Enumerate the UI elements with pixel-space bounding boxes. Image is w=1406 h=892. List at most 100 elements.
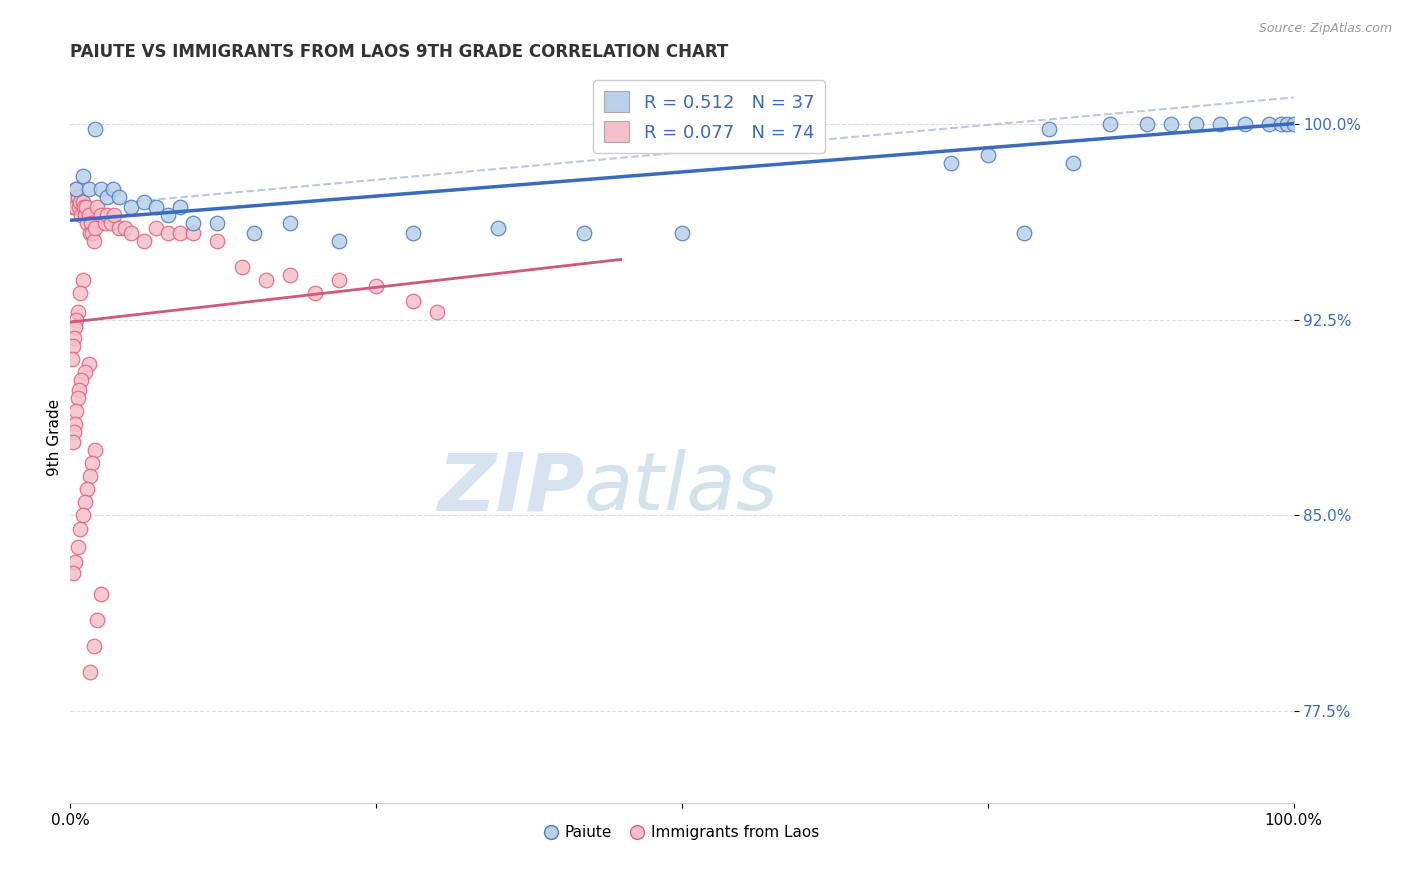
Point (69, 522, 91, 536)
Text: atlas: atlas (583, 450, 779, 527)
Point (90, 208, 112, 222)
Point (83, 443, 105, 458)
Point (132, 194, 155, 209)
Point (1258, 117, 1281, 131)
Point (76, 216, 98, 230)
Point (108, 190, 131, 204)
Point (60, 194, 83, 209)
Point (62, 566, 84, 580)
Point (572, 227, 595, 241)
Point (83, 234, 105, 248)
Point (169, 227, 191, 241)
Point (63, 417, 86, 431)
Point (63, 320, 86, 334)
Point (205, 234, 228, 248)
Point (254, 273, 277, 287)
Point (90, 182, 112, 196)
Point (132, 234, 155, 248)
Point (1282, 117, 1305, 131)
Point (63, 200, 86, 214)
Point (108, 221, 131, 235)
Point (1270, 117, 1292, 131)
Point (66, 391, 89, 405)
Point (157, 227, 180, 241)
Point (73, 495, 96, 509)
Point (145, 221, 167, 235)
Point (73, 365, 96, 379)
Point (1062, 155, 1084, 169)
Point (90, 587, 112, 601)
Point (1136, 117, 1159, 131)
Point (328, 273, 350, 287)
Point (83, 221, 105, 235)
Point (77, 357, 100, 371)
Point (72, 508, 94, 523)
Point (83, 639, 105, 653)
Point (83, 121, 105, 136)
Point (243, 227, 266, 241)
Point (72, 273, 94, 287)
Point (280, 268, 302, 282)
Point (69, 286, 91, 301)
Text: Source: ZipAtlas.com: Source: ZipAtlas.com (1258, 22, 1392, 36)
Point (231, 260, 253, 275)
Point (1160, 117, 1182, 131)
Point (426, 304, 449, 318)
Point (1099, 117, 1122, 131)
Point (96, 190, 118, 204)
Point (86, 200, 108, 214)
Point (67, 200, 90, 214)
Point (86, 613, 108, 627)
Point (70, 208, 93, 222)
Point (169, 200, 191, 214)
Point (671, 227, 693, 241)
Y-axis label: 9th Grade: 9th Grade (46, 399, 62, 475)
Point (65, 404, 87, 418)
Point (121, 227, 143, 241)
Point (79, 227, 101, 241)
Point (79, 469, 101, 483)
Point (76, 483, 98, 497)
Point (65, 312, 87, 326)
Point (1038, 121, 1060, 136)
Point (80, 216, 103, 230)
Point (181, 216, 204, 230)
Point (488, 221, 510, 235)
Point (63, 425, 86, 439)
Point (66, 190, 89, 204)
Point (304, 286, 326, 301)
Point (1184, 117, 1206, 131)
Point (402, 294, 425, 309)
Point (366, 278, 388, 293)
Point (73, 208, 96, 222)
Point (121, 200, 143, 214)
Point (63, 331, 86, 345)
Point (93, 216, 115, 230)
Point (63, 190, 86, 204)
Point (63, 556, 86, 570)
Legend: Paiute, Immigrants from Laos: Paiute, Immigrants from Laos (538, 819, 825, 847)
Point (72, 169, 94, 183)
Text: ZIP: ZIP (437, 450, 583, 527)
Point (1209, 117, 1232, 131)
Text: PAIUTE VS IMMIGRANTS FROM LAOS 9TH GRADE CORRELATION CHART: PAIUTE VS IMMIGRANTS FROM LAOS 9TH GRADE… (70, 44, 728, 62)
Point (65, 182, 87, 196)
Point (66, 540, 89, 554)
Point (77, 208, 100, 222)
Point (82, 227, 104, 241)
Point (77, 182, 100, 196)
Point (60, 351, 83, 366)
Point (96, 208, 118, 222)
Point (75, 200, 97, 214)
Point (73, 200, 96, 214)
Point (100, 216, 122, 230)
Point (69, 194, 91, 209)
Point (70, 373, 93, 387)
Point (82, 456, 104, 470)
Point (72, 194, 94, 209)
Point (67, 383, 90, 397)
Point (62, 200, 84, 214)
Point (65, 182, 87, 196)
Point (66, 304, 89, 318)
Point (103, 208, 125, 222)
